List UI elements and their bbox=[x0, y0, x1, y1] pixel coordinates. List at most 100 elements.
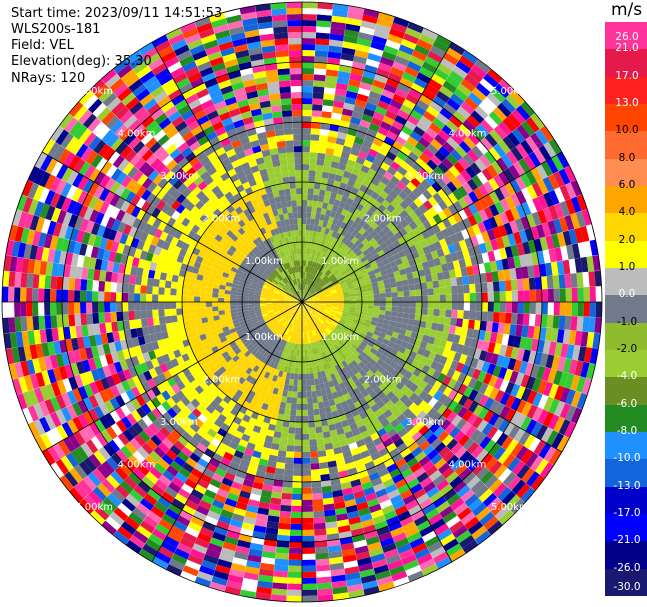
range-gate bbox=[326, 393, 334, 401]
range-gate bbox=[325, 305, 332, 309]
range-gate bbox=[395, 135, 407, 146]
range-gate bbox=[357, 557, 372, 567]
range-gate bbox=[372, 137, 384, 147]
range-gate bbox=[471, 128, 485, 142]
range-gate bbox=[450, 342, 459, 352]
range-gate bbox=[370, 509, 384, 519]
range-gate bbox=[304, 307, 308, 313]
range-gate bbox=[517, 302, 524, 314]
range-gate bbox=[291, 493, 302, 500]
range-gate bbox=[421, 132, 434, 144]
range-gate bbox=[320, 316, 327, 321]
range-gate bbox=[317, 582, 333, 590]
range-gate bbox=[129, 274, 136, 285]
range-gate bbox=[516, 464, 531, 480]
range-gate bbox=[348, 288, 355, 292]
range-gate bbox=[564, 421, 577, 438]
range-gate bbox=[343, 246, 351, 253]
range-gate bbox=[393, 170, 404, 181]
range-gate bbox=[370, 221, 379, 230]
range-gate bbox=[320, 208, 327, 215]
range-gate bbox=[337, 293, 344, 297]
range-gate bbox=[325, 412, 334, 420]
range-gate bbox=[304, 242, 309, 249]
range-gate bbox=[445, 309, 452, 318]
range-gate bbox=[594, 317, 602, 334]
range-gate bbox=[298, 373, 302, 380]
range-gate bbox=[364, 263, 372, 270]
range-gate bbox=[314, 378, 320, 385]
range-gate bbox=[442, 218, 452, 229]
range-gate bbox=[474, 484, 489, 499]
range-gate bbox=[342, 216, 350, 224]
range-gate bbox=[472, 329, 480, 340]
range-gate bbox=[305, 278, 309, 285]
range-gate bbox=[176, 288, 183, 296]
range-gate bbox=[302, 553, 316, 560]
range-gate bbox=[377, 413, 387, 423]
range-gate bbox=[394, 537, 410, 549]
range-gate bbox=[330, 290, 337, 295]
range-gate bbox=[146, 317, 154, 327]
range-gate bbox=[354, 357, 362, 365]
range-gate bbox=[395, 390, 405, 400]
range-gate bbox=[418, 380, 428, 391]
range-gate bbox=[351, 221, 359, 230]
range-gate bbox=[431, 224, 441, 234]
range-gate bbox=[313, 303, 320, 306]
range-gate bbox=[324, 247, 330, 254]
range-gate bbox=[313, 188, 320, 196]
range-gate bbox=[511, 290, 518, 302]
range-gate bbox=[302, 421, 309, 428]
range-gate bbox=[335, 313, 342, 317]
range-gate bbox=[452, 260, 461, 270]
range-gate bbox=[451, 370, 461, 381]
range-gate bbox=[338, 257, 345, 264]
range-gate bbox=[487, 311, 494, 322]
range-gate bbox=[349, 73, 363, 82]
range-gate bbox=[479, 272, 487, 283]
range-gate bbox=[331, 483, 342, 492]
range-gate bbox=[374, 172, 384, 182]
range-gate bbox=[413, 77, 428, 89]
range-gate bbox=[338, 299, 344, 302]
range-gate bbox=[289, 529, 302, 536]
range-gate bbox=[355, 302, 362, 306]
range-gate bbox=[422, 429, 434, 441]
range-gate bbox=[333, 344, 340, 351]
range-gate bbox=[372, 79, 386, 90]
range-gate bbox=[364, 530, 378, 540]
range-gate bbox=[313, 522, 326, 530]
range-gate bbox=[302, 116, 312, 123]
range-gate bbox=[432, 496, 447, 509]
range-gate bbox=[344, 224, 351, 232]
range-gate bbox=[430, 360, 439, 370]
range-gate bbox=[370, 382, 379, 391]
range-gate bbox=[339, 280, 346, 285]
range-gate bbox=[394, 114, 407, 126]
range-gate bbox=[438, 393, 448, 405]
range-gate bbox=[324, 442, 334, 451]
range-gate bbox=[367, 305, 374, 310]
range-gate bbox=[467, 413, 479, 426]
range-gate bbox=[309, 287, 314, 293]
range-gate bbox=[369, 229, 378, 238]
range-gate bbox=[327, 367, 334, 375]
range-gate bbox=[408, 284, 416, 291]
range-gate bbox=[426, 486, 440, 499]
range-gate bbox=[323, 381, 330, 389]
range-gate bbox=[302, 176, 309, 183]
range-gate bbox=[530, 455, 544, 472]
range-gate bbox=[415, 295, 422, 302]
range-gate bbox=[367, 308, 374, 314]
range-gate bbox=[394, 505, 409, 516]
range-gate bbox=[206, 297, 213, 302]
range-gate bbox=[522, 313, 530, 326]
range-gate bbox=[296, 349, 300, 356]
range-gate bbox=[361, 238, 369, 246]
range-gate bbox=[504, 209, 515, 223]
range-gate bbox=[516, 278, 524, 291]
range-gate bbox=[270, 594, 287, 602]
range-gate bbox=[317, 359, 323, 366]
range-gate bbox=[164, 302, 171, 310]
